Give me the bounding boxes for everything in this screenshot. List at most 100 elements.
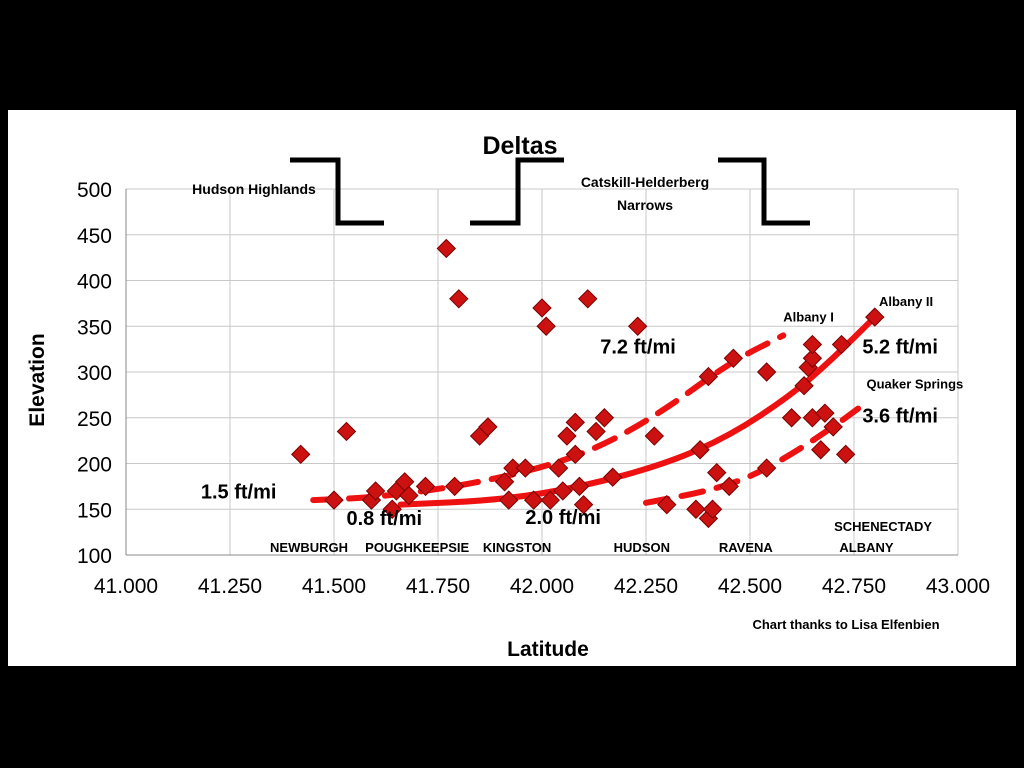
data-point bbox=[698, 366, 719, 387]
x-tick-label: 42.250 bbox=[614, 575, 678, 598]
rate-label: 7.2 ft/mi bbox=[600, 337, 676, 359]
data-point bbox=[399, 485, 419, 506]
data-point bbox=[702, 499, 723, 519]
data-point bbox=[449, 289, 469, 309]
catskill-helderberg-label: Catskill-Helderberg bbox=[581, 174, 709, 190]
data-point bbox=[835, 444, 856, 465]
y-tick-label: 400 bbox=[77, 271, 112, 294]
data-point bbox=[603, 467, 623, 487]
data-point bbox=[291, 444, 311, 465]
axes bbox=[125, 189, 958, 556]
data-point bbox=[523, 490, 544, 510]
chart-labels: 1.5 ft/mi 0.8 ft/mi 2.0 ft/mi 7.2 ft/mi 5.2 … bbox=[201, 294, 963, 555]
bracket-highlands bbox=[290, 157, 384, 226]
data-point bbox=[536, 316, 556, 336]
chart-title: Deltas bbox=[482, 132, 557, 160]
data-point bbox=[823, 417, 843, 437]
town-label: SCHENECTADY bbox=[834, 519, 932, 534]
rate-label: 2.0 ft/mi bbox=[525, 507, 601, 529]
data-point bbox=[686, 499, 706, 519]
site-label: Quaker Springs bbox=[866, 376, 963, 391]
data-point bbox=[586, 421, 606, 442]
bracket-narrows-left bbox=[470, 157, 564, 226]
data-point bbox=[781, 408, 802, 428]
slide-canvas: 100 150 200 250 300 350 400 450 500 41.000 41.250… bbox=[8, 110, 1016, 666]
data-point bbox=[756, 458, 777, 478]
y-tick-label: 300 bbox=[77, 362, 112, 385]
y-tick-labels: 100 150 200 250 300 350 400 450 500 bbox=[77, 179, 112, 568]
data-point bbox=[324, 490, 344, 510]
y-tick-label: 100 bbox=[77, 545, 112, 568]
data-point bbox=[515, 458, 536, 478]
data-point bbox=[657, 494, 677, 515]
data-point bbox=[719, 476, 739, 497]
data-point bbox=[831, 334, 852, 355]
data-point bbox=[548, 458, 569, 478]
x-tick-label: 43.000 bbox=[926, 575, 990, 598]
x-tick-label: 41.250 bbox=[198, 575, 262, 598]
data-point bbox=[444, 476, 465, 497]
data-point bbox=[578, 289, 598, 309]
data-point bbox=[540, 490, 561, 510]
data-point bbox=[436, 238, 457, 259]
y-tick-label: 350 bbox=[77, 316, 112, 339]
y-tick-label: 150 bbox=[77, 499, 112, 522]
data-point bbox=[565, 412, 585, 433]
data-point bbox=[707, 462, 727, 483]
x-tick-label: 42.500 bbox=[718, 575, 782, 598]
hudson-highlands-label: Hudson Highlands bbox=[192, 181, 316, 197]
x-tick-label: 41.500 bbox=[302, 575, 366, 598]
data-point bbox=[532, 298, 552, 318]
town-label: RAVENA bbox=[719, 540, 774, 555]
x-axis-label: Latitude bbox=[507, 638, 589, 661]
x-tick-label: 41.750 bbox=[406, 575, 470, 598]
credit-label: Chart thanks to Lisa Elfenbien bbox=[752, 617, 939, 632]
y-tick-label: 450 bbox=[77, 225, 112, 248]
data-point bbox=[553, 481, 573, 501]
y-tick-label: 500 bbox=[77, 179, 112, 202]
data-point bbox=[557, 426, 577, 446]
data-point bbox=[499, 490, 519, 510]
data-point bbox=[815, 403, 835, 423]
scatter-chart: 100 150 200 250 300 350 400 450 500 41.000 41.250… bbox=[26, 132, 990, 661]
rate-label: 3.6 ft/mi bbox=[862, 405, 938, 427]
data-point bbox=[573, 494, 594, 515]
y-tick-label: 200 bbox=[77, 454, 112, 477]
data-point bbox=[690, 440, 710, 460]
site-label: Albany I bbox=[783, 310, 834, 325]
data-point bbox=[478, 417, 498, 437]
rate-label: 5.2 ft/mi bbox=[862, 337, 938, 359]
data-point bbox=[802, 334, 823, 355]
rate-label: 1.5 ft/mi bbox=[201, 481, 277, 503]
data-point bbox=[644, 426, 665, 446]
town-label: POUGHKEEPSIE bbox=[365, 540, 469, 555]
x-tick-labels: 41.000 41.250 41.500 41.750 42.000 42.250 42.5… bbox=[94, 575, 990, 598]
town-label: NEWBURGH bbox=[270, 540, 348, 555]
data-point bbox=[865, 307, 885, 327]
x-tick-label: 41.000 bbox=[94, 575, 158, 598]
bracket-narrows-right bbox=[718, 157, 810, 226]
data-point bbox=[336, 421, 357, 442]
data-point bbox=[594, 408, 615, 428]
rate-label: 0.8 ft/mi bbox=[346, 508, 422, 530]
y-tick-label: 250 bbox=[77, 408, 112, 431]
data-point bbox=[415, 476, 436, 497]
site-label: Albany II bbox=[879, 294, 933, 309]
data-point bbox=[811, 440, 831, 460]
data-point bbox=[382, 499, 402, 519]
data-point bbox=[794, 376, 814, 396]
data-point bbox=[565, 444, 585, 465]
data-point bbox=[802, 348, 823, 368]
data-point bbox=[365, 481, 386, 501]
data-point bbox=[494, 472, 515, 492]
data-point bbox=[627, 316, 648, 336]
narrows-label: Narrows bbox=[617, 197, 673, 213]
town-label: ALBANY bbox=[839, 540, 893, 555]
town-label: KINGSTON bbox=[483, 540, 551, 555]
x-tick-label: 42.750 bbox=[822, 575, 886, 598]
data-points bbox=[291, 238, 885, 529]
narrows-brackets bbox=[290, 157, 810, 226]
y-axis-label: Elevation bbox=[26, 333, 49, 426]
x-tick-label: 42.000 bbox=[510, 575, 574, 598]
data-point bbox=[756, 362, 777, 382]
